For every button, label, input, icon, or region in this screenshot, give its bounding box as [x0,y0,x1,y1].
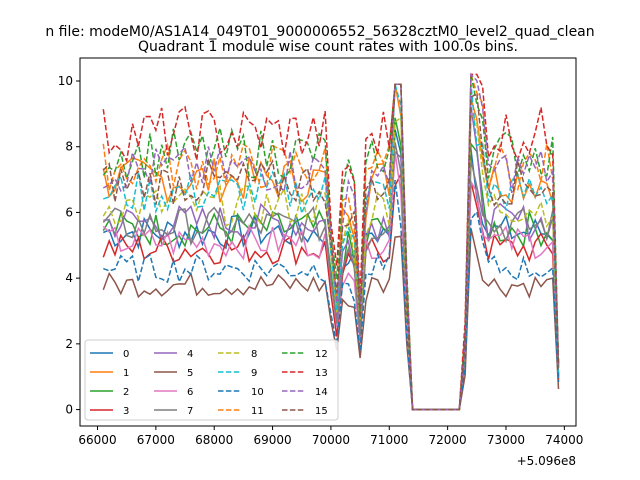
series-line-9 [103,84,560,411]
x-tick-label: 73000 [487,433,525,447]
legend-label-4: 4 [187,349,193,360]
x-offset-label: +5.096e8 [517,454,576,468]
y-tick-label: 2 [65,337,73,351]
legend-label-12: 12 [315,349,328,360]
x-tick-label: 69000 [253,433,291,447]
y-tick-label: 0 [65,403,73,417]
legend-label-6: 6 [187,387,193,398]
series-line-5 [102,228,560,411]
y-axis: 0 2 4 6 8 10 [58,74,80,417]
legend-label-9: 9 [251,368,257,379]
x-tick-label: 70000 [312,433,350,447]
legend-label-7: 7 [187,406,193,417]
legend-label-3: 3 [123,406,129,417]
series-line-15 [102,83,560,411]
y-tick-label: 6 [65,205,73,219]
y-tick-label: 8 [65,140,73,154]
legend-label-2: 2 [123,387,129,398]
x-axis: 66000 67000 68000 69000 70000 71000 72000 73000… [78,426,583,447]
x-tick-label: 67000 [137,433,175,447]
series-line-14 [102,72,560,411]
legend-label-15: 15 [315,406,328,417]
series-layer [102,72,560,411]
x-tick-label: 72000 [429,433,467,447]
legend-box [84,339,339,421]
legend-label-1: 1 [123,368,129,379]
legend-label-13: 13 [315,368,328,379]
series-line-13 [102,73,560,411]
x-tick-label: 74000 [545,433,583,447]
legend-label-0: 0 [123,349,129,360]
x-tick-label: 71000 [370,433,408,447]
series-line-7 [102,142,560,411]
series-line-2 [102,117,560,411]
legend-label-11: 11 [251,406,264,417]
x-tick-label: 68000 [195,433,233,447]
legend-label-8: 8 [251,349,257,360]
plot-frame [79,57,577,427]
legend-label-10: 10 [251,387,264,398]
legend-label-5: 5 [187,368,193,379]
legend-label-14: 14 [315,387,328,398]
y-tick-label: 10 [58,74,73,88]
x-tick-label: 66000 [78,433,116,447]
chart-title: Quadrant 1 module wise count rates with … [138,39,518,55]
y-tick-label: 4 [65,271,73,285]
series-line-8 [102,111,560,411]
chart-suptitle: n file: modeM0/AS1A14_049T01_9000006552_… [45,24,594,40]
